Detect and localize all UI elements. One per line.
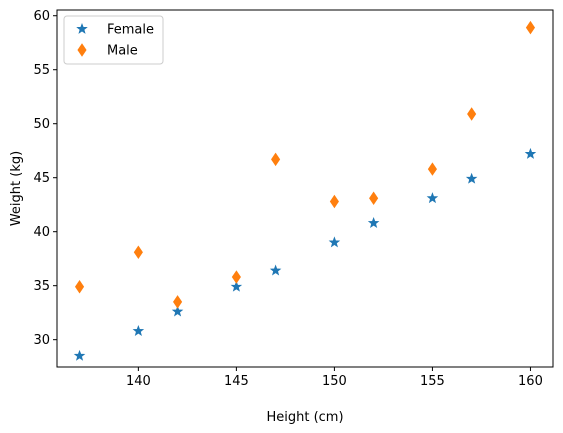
x-tick-label: 160	[518, 374, 543, 389]
female-point	[171, 305, 184, 317]
female-point	[328, 236, 341, 248]
female-point	[73, 349, 86, 361]
male-point	[173, 295, 183, 309]
y-tick-label: 55	[33, 63, 50, 78]
y-tick-label: 50	[33, 117, 50, 132]
plot-area-border	[56, 9, 554, 368]
x-axis-label: Height (cm)	[266, 410, 343, 425]
male-point	[369, 191, 379, 205]
female-point	[426, 192, 439, 204]
female-point	[367, 217, 380, 228]
legend-box	[63, 15, 164, 65]
male-point	[525, 20, 536, 35]
male-point	[271, 152, 281, 167]
female-point	[132, 324, 145, 336]
y-tick-label: 30	[33, 333, 50, 348]
y-tick-label: 40	[33, 225, 50, 240]
female-point	[269, 264, 282, 276]
plot-frame	[56, 9, 554, 368]
legend-marker-male	[77, 43, 87, 57]
male-point	[133, 245, 143, 259]
male-point	[329, 194, 339, 209]
x-axis: 140 145 150 155 160	[126, 367, 543, 389]
x-tick-label: 145	[224, 374, 249, 389]
male-point	[231, 270, 241, 284]
series-female	[73, 147, 537, 361]
female-point	[465, 172, 478, 184]
male-point	[74, 280, 85, 294]
legend-marker-female	[76, 22, 88, 34]
y-axis-label: Weight (kg)	[9, 151, 24, 226]
x-tick-label: 155	[420, 374, 445, 389]
series-male	[74, 20, 536, 309]
legend-label-female: Female	[107, 23, 154, 38]
female-point	[524, 147, 537, 159]
x-tick-label: 150	[322, 374, 347, 389]
male-point	[427, 162, 437, 176]
y-tick-label: 60	[33, 9, 50, 24]
legend: Female Male	[63, 15, 164, 65]
female-point	[230, 280, 243, 292]
data-points	[73, 20, 537, 361]
y-axis: 30 35 40 45 50 55 60	[33, 9, 57, 348]
x-tick-label: 140	[126, 374, 151, 389]
y-tick-label: 45	[33, 171, 50, 186]
male-point	[467, 107, 477, 121]
legend-label-male: Male	[107, 44, 138, 59]
y-tick-label: 35	[33, 279, 50, 294]
